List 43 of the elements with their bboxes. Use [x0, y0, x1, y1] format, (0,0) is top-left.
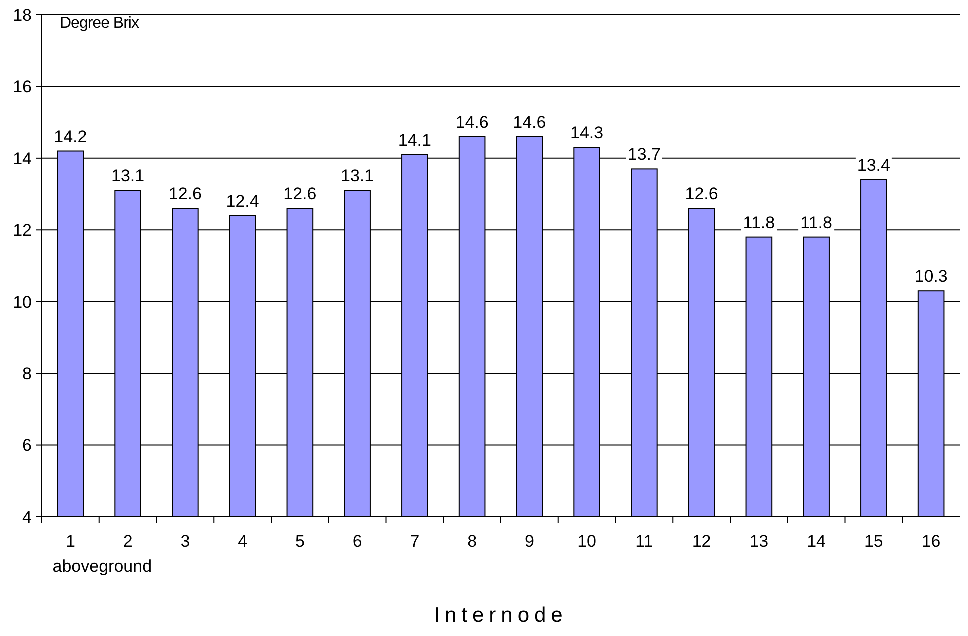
y-tick-label: 16: [13, 78, 32, 97]
y-tick-label: 12: [13, 221, 32, 240]
y-tick-label: 4: [22, 508, 32, 527]
x-tick-label: 16: [922, 532, 941, 551]
x-tick-label: 5: [295, 532, 305, 551]
data-label: 14.3: [570, 124, 604, 143]
y-tick-label: 14: [13, 149, 32, 168]
x-tick-label: 15: [864, 532, 884, 551]
data-label: 11.8: [743, 213, 776, 232]
data-label: 12.6: [168, 184, 202, 204]
y-tick-label: 10: [13, 292, 32, 312]
text: aboveground: [52, 557, 152, 576]
x-tick-label: 3: [180, 532, 190, 551]
data-label: 14.6: [456, 112, 489, 132]
x-tick-label: 9: [524, 532, 534, 551]
y-tick-label: 6: [22, 436, 32, 456]
y-tick-label: 18: [13, 6, 32, 25]
data-label: 11.8: [800, 213, 832, 232]
x-tick-label: 7: [410, 532, 420, 551]
data-label: 13.1: [112, 166, 145, 186]
x-tick-label: 10: [578, 532, 597, 551]
y-tick-label: 8: [22, 364, 32, 384]
data-label: 14.6: [513, 112, 546, 132]
x-tick-label: 14: [807, 532, 826, 551]
data-label: 10.3: [914, 267, 948, 286]
data-label: 14.1: [398, 130, 432, 150]
x-tick-label: 8: [468, 532, 478, 551]
x-tick-label: 6: [352, 532, 362, 551]
y-axis-title: Degree Brix: [60, 15, 140, 32]
data-label: 13.1: [341, 166, 374, 186]
x-tick-label: 1: [66, 532, 76, 551]
data-label: 14.2: [54, 127, 88, 146]
x-axis-title: Internode: [434, 604, 568, 627]
data-label: 12.6: [284, 184, 317, 204]
data-label: 12.4: [226, 192, 260, 211]
x-tick-label: 12: [692, 532, 712, 551]
x-tick-label: 13: [750, 532, 769, 551]
data-label: 13.7: [628, 145, 661, 164]
x-tick-label: 4: [238, 532, 248, 551]
data-label: 12.6: [685, 184, 718, 204]
data-label: 13.4: [857, 156, 890, 175]
x-tick-label: 2: [123, 532, 133, 551]
x-tick-label: 11: [636, 532, 654, 551]
